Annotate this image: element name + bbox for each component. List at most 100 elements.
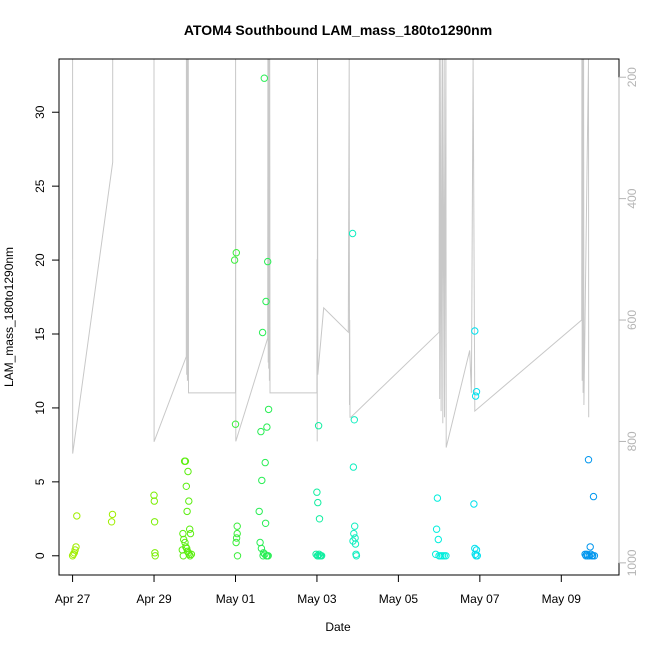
x-tick-label: May 03 xyxy=(297,592,337,606)
y2-tick-label: 400 xyxy=(625,188,639,208)
y-tick-label: 30 xyxy=(33,105,47,119)
data-point xyxy=(261,519,270,527)
series-group xyxy=(470,327,481,560)
x-tick-label: May 07 xyxy=(460,592,500,606)
data-point xyxy=(442,552,450,560)
data-point xyxy=(73,512,81,520)
data-point xyxy=(590,552,599,560)
series-group xyxy=(178,457,196,560)
x-tick-label: Apr 27 xyxy=(55,592,91,606)
data-point xyxy=(471,392,480,400)
data-point xyxy=(150,497,159,505)
data-point xyxy=(264,257,272,266)
data-point xyxy=(350,529,358,538)
data-point xyxy=(471,327,479,335)
y-tick-label: 25 xyxy=(33,179,47,193)
data-point xyxy=(258,328,267,337)
y2-tick-label: 600 xyxy=(625,310,639,330)
data-point xyxy=(69,550,78,558)
data-point xyxy=(257,544,266,553)
data-point xyxy=(584,456,593,464)
series-group xyxy=(255,74,273,560)
data-point xyxy=(186,525,194,533)
data-point xyxy=(585,552,593,560)
data-point xyxy=(261,458,269,467)
data-point xyxy=(470,500,478,508)
data-point xyxy=(179,529,187,538)
data-point xyxy=(259,552,267,560)
data-point xyxy=(179,552,188,560)
data-point xyxy=(351,540,360,548)
data-point xyxy=(349,463,358,471)
chart-title: ATOM4 Southbound LAM_mass_180to1290nm xyxy=(184,22,492,38)
data-point xyxy=(255,507,263,516)
data-point xyxy=(151,549,159,557)
data-point xyxy=(472,388,481,396)
data-point xyxy=(184,467,192,476)
x-tick-label: Apr 29 xyxy=(136,592,172,606)
data-point xyxy=(314,498,322,507)
data-point xyxy=(181,457,190,465)
data-point xyxy=(352,552,361,560)
data-point xyxy=(232,534,241,542)
data-point xyxy=(258,476,266,485)
y2-tick-label: 1000 xyxy=(625,549,639,576)
data-point xyxy=(317,552,326,560)
x-axis-label: Date xyxy=(325,620,351,634)
data-point xyxy=(313,488,321,496)
y2-axis: 200 400 600 800 1000 xyxy=(618,67,639,576)
data-point xyxy=(71,546,79,554)
data-point xyxy=(473,552,481,560)
data-point xyxy=(263,552,271,560)
secondary-series-line xyxy=(72,58,590,454)
data-points-layer xyxy=(68,74,599,560)
x-tick-label: May 09 xyxy=(542,592,582,606)
data-point xyxy=(108,510,117,519)
data-point xyxy=(262,297,270,306)
data-point xyxy=(185,497,193,505)
data-point xyxy=(589,492,598,501)
x-tick-label: May 01 xyxy=(216,592,256,606)
data-point xyxy=(433,494,442,502)
data-point xyxy=(232,538,240,547)
data-point xyxy=(231,420,240,428)
data-point xyxy=(351,522,359,530)
series-group xyxy=(230,249,242,560)
data-point xyxy=(151,552,159,560)
data-point xyxy=(432,525,441,533)
data-point xyxy=(233,552,242,560)
data-point xyxy=(187,550,196,558)
data-point xyxy=(230,256,239,264)
series-group xyxy=(348,229,361,560)
series-group xyxy=(432,494,450,560)
y2-tick-label: 200 xyxy=(625,67,639,87)
data-point xyxy=(432,550,440,558)
data-point xyxy=(183,507,191,516)
y-tick-label: 20 xyxy=(33,253,47,267)
data-point xyxy=(233,529,241,538)
series-group xyxy=(312,422,326,560)
x-tick-label: May 05 xyxy=(379,592,419,606)
data-point xyxy=(186,529,195,538)
data-point xyxy=(150,518,159,526)
data-point xyxy=(107,518,116,526)
series-group xyxy=(581,456,599,560)
y-tick-label: 10 xyxy=(33,401,47,415)
y-tick-label: 15 xyxy=(33,327,47,341)
series-group xyxy=(68,510,117,560)
y-axis-label: LAM_mass_180to1290nm xyxy=(2,247,16,387)
data-point xyxy=(260,74,268,82)
data-point xyxy=(263,423,271,431)
y-tick-label: 0 xyxy=(33,552,47,559)
series-group xyxy=(150,491,159,560)
data-point xyxy=(182,482,191,490)
data-point xyxy=(256,538,264,547)
y-tick-label: 5 xyxy=(33,478,47,485)
data-point xyxy=(348,229,357,238)
x-axis: Apr 27 Apr 29 May 01 May 03 May 05 May 07 May … xyxy=(55,574,582,606)
data-point xyxy=(257,427,265,436)
secondary-line-layer xyxy=(72,58,590,454)
data-point xyxy=(350,416,358,424)
data-point xyxy=(314,422,323,430)
